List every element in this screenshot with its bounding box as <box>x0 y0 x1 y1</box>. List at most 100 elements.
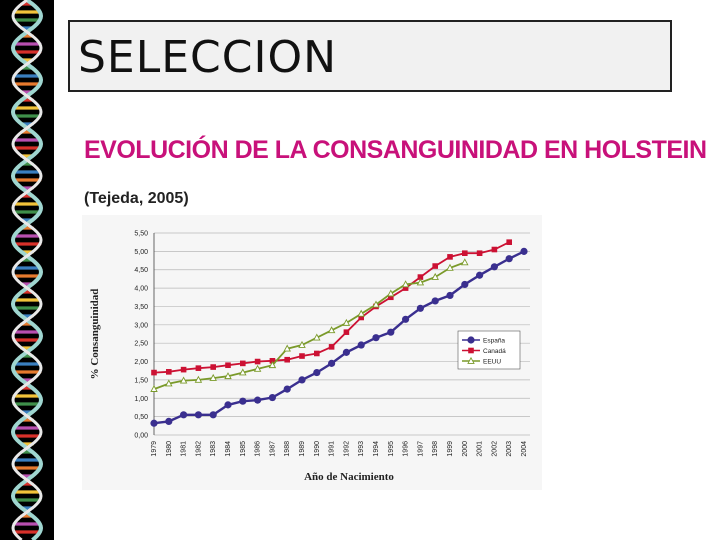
data-point <box>388 294 394 301</box>
data-point <box>150 384 158 392</box>
data-point <box>520 247 528 255</box>
data-point <box>446 291 454 300</box>
data-point <box>299 353 305 359</box>
series-line <box>153 261 466 390</box>
data-point <box>327 326 336 334</box>
series-lines <box>150 239 528 427</box>
x-tick-label: 2000 <box>462 441 469 457</box>
dna-strand <box>10 0 44 540</box>
legend: España Canadá EEUU <box>457 330 521 370</box>
y-tick-label: 5,00 <box>134 249 148 256</box>
data-point <box>416 278 425 286</box>
data-point <box>490 263 498 271</box>
x-tick-label: 1983 <box>210 441 217 457</box>
x-tick-label: 1994 <box>373 441 380 457</box>
slide-title: SELECCION <box>78 32 338 83</box>
data-point <box>253 364 262 372</box>
data-point <box>342 348 350 356</box>
x-tick-label: 2004 <box>521 441 528 457</box>
data-point <box>284 356 290 363</box>
data-point <box>210 364 216 370</box>
y-tick-label: 3,50 <box>134 304 148 311</box>
y-tick-label: 4,00 <box>134 286 148 293</box>
data-point <box>268 361 277 369</box>
data-point <box>254 358 261 365</box>
data-point <box>357 341 365 349</box>
data-point <box>328 344 335 350</box>
data-point <box>269 358 276 364</box>
data-point <box>476 271 484 279</box>
legend-label: Canadá <box>483 348 506 355</box>
x-tick-label: 2001 <box>477 441 484 457</box>
y-tick-label: 2,00 <box>134 359 148 366</box>
data-point <box>194 411 202 419</box>
x-tick-label: 1987 <box>269 441 276 457</box>
data-point <box>431 272 439 280</box>
data-point <box>254 396 262 404</box>
data-point <box>328 359 336 367</box>
data-point <box>298 376 306 384</box>
x-tick-label: 1980 <box>166 441 173 457</box>
data-point <box>416 304 424 312</box>
data-point <box>447 254 453 260</box>
data-point <box>468 347 474 354</box>
y-tick-label: 2,50 <box>134 341 148 348</box>
x-tick-label: 1988 <box>284 441 291 457</box>
data-point <box>491 246 498 253</box>
data-point <box>467 336 475 344</box>
y-tick-label: 0,00 <box>134 433 148 440</box>
data-point <box>506 239 512 245</box>
data-point <box>401 280 410 288</box>
data-point <box>467 356 475 364</box>
data-point <box>313 333 321 341</box>
x-tick-label: 2002 <box>491 441 498 457</box>
data-point <box>209 373 217 381</box>
y-tick-label: 0,50 <box>134 414 148 421</box>
chart-container: 0,00 0,50 1,00 1,50 2,00 2,50 3,00 3,50 4,00 4,50… <box>82 215 542 490</box>
data-point <box>432 263 438 269</box>
data-point <box>224 372 232 380</box>
data-point <box>402 285 409 291</box>
dna-helix-decoration <box>0 0 54 540</box>
data-point <box>446 263 454 271</box>
data-point <box>224 401 232 409</box>
x-tick-label: 1984 <box>225 441 232 457</box>
data-point <box>180 366 187 373</box>
data-point <box>462 250 468 256</box>
data-point <box>166 369 172 375</box>
x-tick-label: 1990 <box>314 441 321 457</box>
y-tick-label: 1,50 <box>134 377 148 384</box>
y-tick-label: 3,00 <box>134 322 148 329</box>
data-point <box>342 318 351 326</box>
data-point <box>179 376 188 384</box>
data-point <box>194 375 203 383</box>
data-point <box>240 360 246 367</box>
data-point <box>313 368 321 377</box>
x-tick-label: 1996 <box>403 441 410 457</box>
data-point <box>357 309 365 317</box>
data-point <box>165 417 173 426</box>
data-point <box>209 411 217 419</box>
x-tick-label: 1986 <box>255 441 262 457</box>
x-tick-label: 1985 <box>240 441 247 457</box>
data-point <box>268 393 276 402</box>
consanguinity-line-chart: 0,00 0,50 1,00 1,50 2,00 2,50 3,00 3,50 4,00 4,50… <box>89 231 530 483</box>
data-point <box>151 369 157 376</box>
data-point <box>283 385 291 393</box>
x-tick-label: 1999 <box>447 441 454 457</box>
series-line <box>153 241 510 374</box>
x-tick-label: 1993 <box>358 441 365 457</box>
data-point <box>358 314 364 321</box>
slide-heading: EVOLUCIÓN DE LA CONSANGUINIDAD EN HOLSTE… <box>84 136 707 164</box>
x-tick-label: 2003 <box>506 441 513 457</box>
x-tick-label: 1992 <box>343 441 350 457</box>
x-tick-label: 1998 <box>432 441 439 457</box>
x-tick-label: 1982 <box>195 441 202 457</box>
data-point <box>387 289 395 297</box>
data-point <box>180 411 188 419</box>
x-tick-label: 1979 <box>151 441 158 457</box>
data-point <box>461 280 469 289</box>
x-tick-label: 1995 <box>388 441 395 457</box>
data-point <box>431 297 439 305</box>
legend-label: EEUU <box>483 358 501 365</box>
